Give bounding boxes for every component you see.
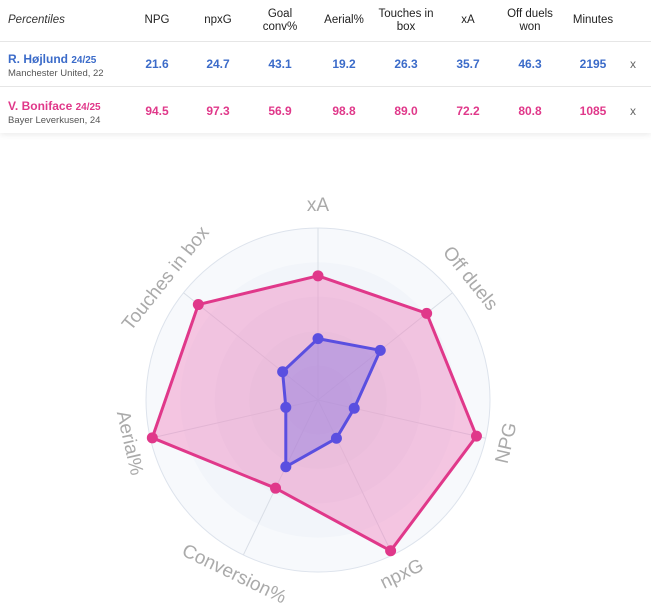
header-off-duels-won: Off duels won — [507, 7, 553, 33]
cell-touches-in-box: 26.3 — [394, 56, 418, 71]
percentile-table: Percentiles NPG npxG Goal conv% Aerial% … — [0, 0, 651, 133]
radar-spoke — [317, 399, 486, 439]
remove-player-button[interactable]: x — [630, 56, 636, 71]
header-aerial: Aerial% — [324, 14, 364, 26]
data-point — [280, 461, 292, 473]
cell-off-duels-won: 80.8 — [518, 103, 542, 118]
data-point — [277, 366, 289, 378]
cell-npg: 21.6 — [145, 56, 169, 71]
cell-touches-in-box: 89.0 — [394, 103, 418, 118]
player-name[interactable]: R. Højlund 24/25 — [8, 52, 96, 66]
axis-label: Aerial% — [112, 409, 147, 478]
table-row: V. Boniface 24/25 Bayer Leverkusen, 24 9… — [0, 88, 651, 133]
header-xa: xA — [461, 14, 475, 26]
table-header: Percentiles NPG npxG Goal conv% Aerial% … — [0, 0, 651, 42]
cell-goal-conv: 43.1 — [268, 56, 292, 71]
header-npg: NPG — [144, 14, 170, 26]
data-point — [146, 432, 158, 444]
cell-aerial: 98.8 — [332, 103, 356, 118]
header-touches-in-box: Touches in box — [378, 7, 434, 33]
data-point — [421, 307, 433, 319]
data-point — [330, 432, 342, 444]
series-area — [281, 337, 382, 469]
player-season: 24/25 — [75, 102, 101, 113]
radar-spoke — [317, 399, 394, 556]
player-name-text: R. Højlund — [8, 52, 68, 66]
cell-minutes: 1085 — [579, 103, 607, 118]
player-team: Manchester United, 22 — [8, 68, 104, 79]
radar-spoke — [183, 292, 319, 401]
cell-npxg: 24.7 — [206, 56, 230, 71]
radar-spoke — [242, 399, 319, 556]
data-point — [374, 344, 386, 356]
header-goal-conv: Goal conv% — [262, 7, 298, 33]
player-name[interactable]: V. Boniface 24/25 — [8, 99, 101, 113]
data-point — [312, 333, 324, 345]
cell-npg: 94.5 — [145, 103, 169, 118]
header-npxg: npxG — [204, 14, 232, 26]
data-point — [280, 401, 292, 413]
data-point — [385, 545, 397, 557]
data-point — [348, 402, 360, 414]
cell-npxg: 97.3 — [206, 103, 230, 118]
cell-goal-conv: 56.9 — [268, 103, 292, 118]
remove-player-button[interactable]: x — [630, 103, 636, 118]
data-point — [192, 299, 204, 311]
cell-xa: 72.2 — [456, 103, 480, 118]
data-point — [270, 482, 282, 494]
cell-xa: 35.7 — [456, 56, 480, 71]
player-team: Bayer Leverkusen, 24 — [8, 115, 101, 126]
series-area — [150, 274, 478, 553]
cell-off-duels-won: 46.3 — [518, 56, 542, 71]
header-minutes: Minutes — [572, 14, 614, 26]
table-row: R. Højlund 24/25 Manchester United, 22 2… — [0, 41, 651, 87]
data-point — [470, 430, 482, 442]
axis-label: xA — [307, 195, 330, 216]
data-point — [312, 270, 324, 282]
axis-label: npxG — [377, 555, 427, 594]
axis-label: NPG — [492, 421, 522, 466]
cell-aerial: 19.2 — [332, 56, 356, 71]
cell-minutes: 2195 — [579, 56, 607, 71]
player-season: 24/25 — [71, 55, 97, 66]
player-name-text: V. Boniface — [8, 99, 73, 113]
header-percentiles: Percentiles — [8, 14, 65, 26]
